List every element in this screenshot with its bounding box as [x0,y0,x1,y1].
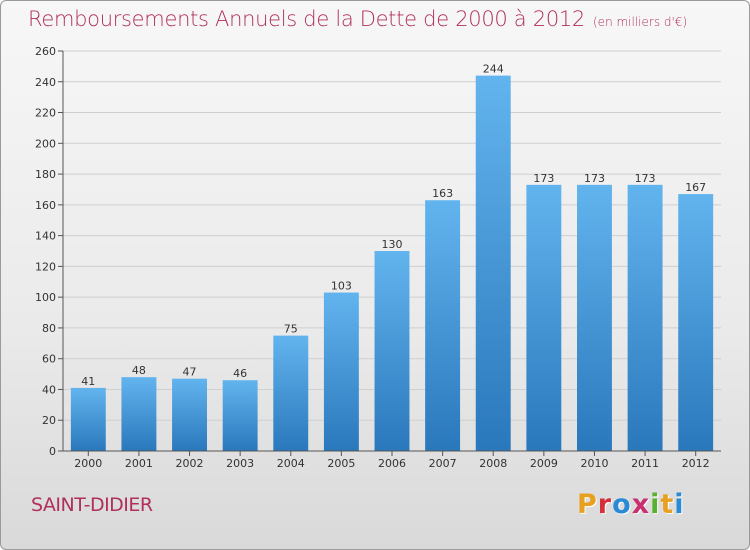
x-tick-label: 2005 [327,457,355,470]
bar-2012 [678,194,714,452]
x-tick-label: 2012 [682,457,710,470]
value-label: 41 [81,375,95,388]
y-tick-label: 240 [35,76,56,89]
value-label: 130 [382,238,403,251]
y-tick-label: 220 [35,107,56,120]
logo-letter: P [577,489,598,520]
bar-2009 [526,184,562,451]
value-label: 244 [483,63,504,76]
chart-title: Remboursements Annuels de la Dette de 20… [28,7,687,31]
bar-2005 [323,292,359,451]
logo-letter: r [597,489,613,520]
chart-title-text: Remboursements Annuels de la Dette de 20… [28,7,585,31]
y-tick-label: 100 [35,291,56,304]
bar-2002 [172,378,208,451]
value-label: 103 [331,280,352,293]
x-tick-label: 2009 [530,457,558,470]
y-axis: 0 20 40 60 80 100 120 140 160 180 200 220 240 260 [35,45,64,458]
y-tick-label: 80 [42,322,56,335]
bar-2001 [121,377,157,451]
logo-letter: i [674,489,685,520]
x-tick-label: 2010 [580,457,608,470]
x-tick-label: 2007 [429,457,457,470]
x-tick-label: 2004 [277,457,305,470]
x-tick-label: 2006 [378,457,406,470]
y-tick-label: 60 [42,353,56,366]
logo-letter: t [660,489,675,520]
y-tick-label: 260 [35,45,56,58]
bar-2003 [222,380,258,451]
x-tick-label: 2008 [479,457,507,470]
y-tick-label: 180 [35,168,56,181]
value-label: 173 [635,172,656,185]
y-tick-label: 200 [35,137,56,150]
x-tick-label: 2002 [176,457,204,470]
chart-unit: (en milliers d'€) [593,15,688,29]
value-label: 173 [533,172,554,185]
bar-2011 [627,184,663,451]
value-label: 46 [233,367,247,380]
bar-2010 [576,184,612,451]
bar-2004 [273,335,309,451]
logo-letter: o [612,489,632,520]
commune-name: SAINT-DIDIER [31,494,153,516]
x-tick-label: 2003 [226,457,254,470]
y-tick-label: 160 [35,199,56,212]
bars: 41 48 47 46 75 103 130 163 244 173 173 173 167 [70,63,714,452]
y-tick-label: 0 [49,445,56,458]
logo-letter: i [650,489,661,520]
x-tick-label: 2001 [125,457,153,470]
bar-2006 [374,251,410,451]
bar-2008 [475,75,511,451]
value-label: 167 [685,181,706,194]
bar-2007 [425,200,461,451]
x-axis: 2000 2001 2002 2003 2004 2005 2006 2007 2008 2009… [63,450,721,470]
x-tick-label: 2000 [74,457,102,470]
value-label: 163 [432,187,453,200]
logo-letter: x [631,489,651,520]
y-tick-label: 40 [42,383,56,396]
value-label: 47 [183,366,197,379]
value-label: 48 [132,364,146,377]
y-tick-label: 140 [35,230,56,243]
proxiti-logo: Proxiti [577,489,685,520]
bar-2000 [70,387,106,451]
value-label: 75 [284,323,298,336]
y-tick-label: 120 [35,260,56,273]
x-tick-label: 2011 [631,457,659,470]
value-label: 173 [584,172,605,185]
y-tick-label: 20 [42,414,56,427]
